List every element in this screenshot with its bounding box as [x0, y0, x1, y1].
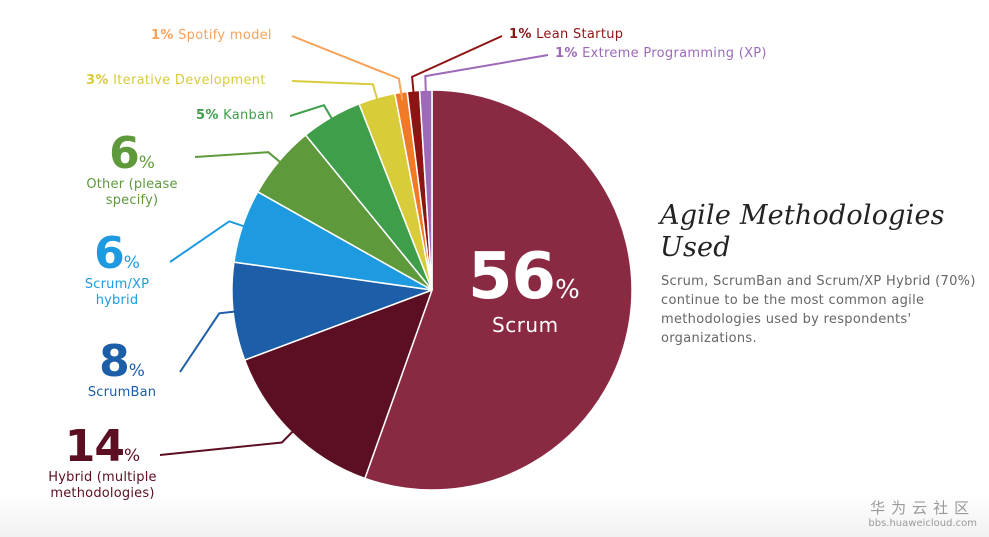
kanban-pct: 5% — [196, 108, 219, 123]
scrumxp-desc-line1: Scrum/XP — [84, 277, 150, 292]
xp-pct: 1% — [555, 46, 578, 61]
leader-line-scrumxp — [169, 220, 251, 263]
kanban-name: Kanban — [223, 108, 274, 123]
spotify-name: Spotify model — [178, 28, 272, 43]
leader-line-scrumban — [179, 309, 242, 373]
slice-label-other: 6% Other (please specify) — [62, 132, 202, 208]
hybrid-desc-line2: methodologies) — [50, 486, 155, 501]
slice-label-hybrid: 14% Hybrid (multiple methodologies) — [30, 425, 175, 501]
leader-line-lean — [411, 35, 503, 99]
slice-label-iterative: 3% Iterative Development — [86, 73, 266, 88]
watermark: 华为云社区 bbs.huaweicloud.com — [868, 497, 977, 529]
watermark-url: bbs.huaweicloud.com — [868, 518, 977, 529]
chart-title: Agile Methodologies Used — [660, 200, 945, 263]
hybrid-pct-sign: % — [124, 446, 141, 466]
chart-subtitle: Scrum, ScrumBan and Scrum/XP Hybrid (70%… — [661, 274, 976, 346]
lean-pct: 1% — [509, 27, 532, 42]
slice-label-scrum: 56% Scrum — [468, 245, 608, 337]
scrum-desc: Scrum — [492, 313, 559, 337]
xp-name: Extreme Programming (XP) — [582, 46, 767, 61]
pie-slice-scrum — [363, 89, 633, 491]
hybrid-desc-line1: Hybrid (multiple — [48, 470, 157, 485]
scrum-value: 56 — [468, 240, 556, 314]
other-value: 6 — [109, 128, 140, 179]
other-desc-line1: Other (please — [86, 177, 178, 192]
iterative-pct: 3% — [86, 73, 109, 88]
other-pct-sign: % — [138, 153, 155, 173]
leader-line-other — [194, 151, 286, 168]
slice-label-scrumban: 8% ScrumBan — [62, 340, 182, 400]
slice-label-lean: 1% Lean Startup — [509, 27, 623, 42]
scrumxp-pct-sign: % — [123, 253, 140, 273]
hybrid-value: 14 — [64, 421, 125, 472]
leader-line-iterative — [291, 80, 380, 106]
leader-line-spotify — [291, 35, 404, 101]
slice-label-scrumxp: 6% Scrum/XP hybrid — [52, 232, 182, 308]
other-desc-line2: specify) — [105, 193, 159, 208]
leader-line-xp — [424, 54, 549, 99]
scrumban-value: 8 — [99, 336, 130, 387]
scrumban-desc: ScrumBan — [87, 385, 157, 400]
slice-label-kanban: 5% Kanban — [196, 108, 274, 123]
watermark-name: 华为云社区 — [870, 499, 976, 517]
slice-label-spotify: 1% Spotify model — [151, 28, 272, 43]
scrumxp-value: 6 — [94, 228, 125, 279]
scrumxp-desc-line2: hybrid — [95, 293, 139, 308]
leader-line-kanban — [289, 104, 336, 125]
scrumban-pct-sign: % — [128, 361, 145, 381]
scrum-pct-sign: % — [555, 275, 580, 305]
lean-name: Lean Startup — [536, 27, 624, 42]
iterative-name: Iterative Development — [113, 73, 266, 88]
slice-label-xp: 1% Extreme Programming (XP) — [555, 46, 767, 61]
spotify-pct: 1% — [151, 28, 174, 43]
leader-line-hybrid — [159, 426, 299, 456]
